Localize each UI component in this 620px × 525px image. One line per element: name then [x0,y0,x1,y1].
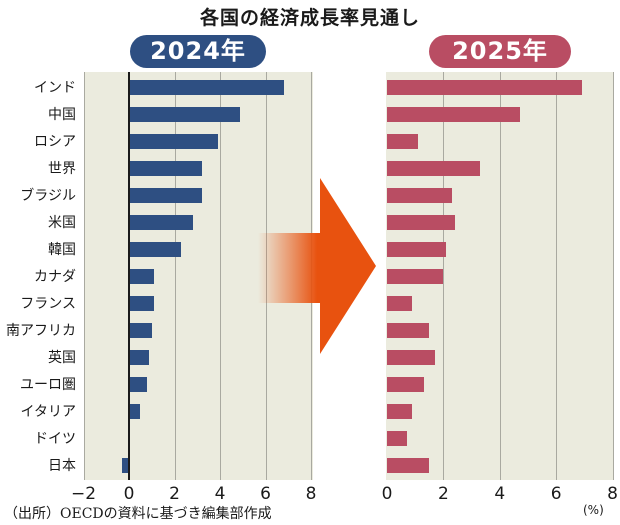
bar-2024 [129,161,202,176]
x-tick-label: 8 [305,484,317,504]
category-label: イタリア [20,403,76,420]
category-label: カナダ [34,268,76,285]
category-label: ブラジル [20,187,76,204]
x-tick-label: 4 [494,484,506,504]
category-label: 世界 [48,160,76,177]
bar-2024 [129,215,193,230]
bar-2025 [387,242,447,257]
plot-area-2025 [386,72,614,480]
bar-2025 [387,188,452,203]
category-label: ユーロ圏 [20,376,76,393]
x-tick-label: 0 [381,484,393,504]
bar-2025 [387,458,430,473]
zero-line [128,72,130,480]
bar-2025 [387,134,419,149]
category-label: 日本 [48,457,76,474]
gridline [83,72,85,480]
x-tick-label: 2 [169,484,180,504]
panel-title-2024: 2024年 [130,35,266,68]
arrow-right-icon [258,178,376,354]
category-label: フランス [20,295,76,312]
gridline [220,72,221,480]
bar-2024 [129,134,218,149]
bar-2024 [129,188,202,203]
bar-2025 [387,296,413,311]
bar-2024 [122,458,129,473]
bar-2025 [387,377,424,392]
category-label: 韓国 [48,241,76,258]
gridline [556,72,558,480]
bar-2024 [129,296,155,311]
chart-title: 各国の経済成長率見通し [199,7,420,29]
category-label: 英国 [48,349,76,366]
x-tick-label: 8 [607,484,618,504]
panel-title-2025: 2025年 [429,35,571,68]
source-note: （出所）OECDの資料に基づき編集部作成 [4,506,272,522]
bar-2025 [387,80,582,95]
category-label: 中国 [48,106,76,123]
x-axis-unit: (%) [583,503,604,517]
category-label: 米国 [48,214,76,231]
bar-2024 [129,350,150,365]
bar-2025 [387,215,455,230]
bar-2024 [129,107,241,122]
x-tick-label: 4 [214,484,226,504]
gridline [443,72,445,480]
x-tick-label: 0 [123,484,135,504]
bar-2025 [387,431,407,446]
bar-2025 [387,350,435,365]
gridline [612,72,614,480]
x-tick-label: −2 [70,484,97,504]
x-tick-label: 6 [550,484,562,504]
category-label: 南アフリカ [6,322,76,339]
bar-2024 [129,269,155,284]
bar-2024 [129,80,284,95]
x-tick-label: 2 [437,484,449,504]
gridline [174,72,176,480]
bar-2025 [387,404,413,419]
category-label: ロシア [34,133,76,150]
bar-2024 [129,323,152,338]
bar-2024 [129,377,148,392]
category-label: ドイツ [34,430,76,447]
bar-2025 [387,269,444,284]
bar-2024 [129,242,182,257]
x-tick-label: 6 [260,484,271,504]
bar-2025 [387,323,430,338]
bar-2024 [129,404,141,419]
bar-2025 [387,107,520,122]
gridline [499,72,501,480]
bar-2025 [387,161,481,176]
category-label: インド [34,79,76,96]
